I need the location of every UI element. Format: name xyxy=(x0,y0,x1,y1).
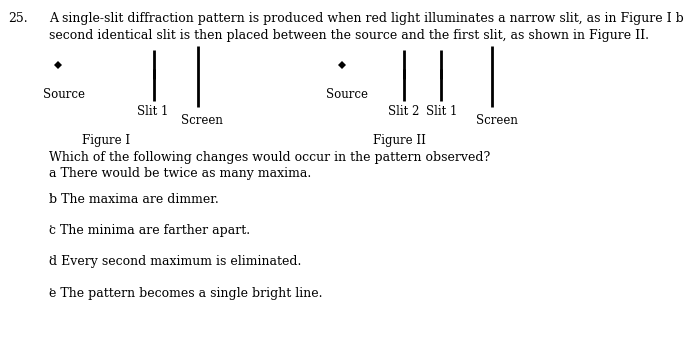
Text: second identical slit is then placed between the source and the first slit, as s: second identical slit is then placed bet… xyxy=(49,29,649,42)
Text: .: . xyxy=(49,280,53,293)
Text: Figure II: Figure II xyxy=(373,134,425,147)
Text: d Every second maximum is eliminated.: d Every second maximum is eliminated. xyxy=(49,255,302,268)
Text: Screen: Screen xyxy=(476,114,518,127)
Text: Source: Source xyxy=(43,88,85,101)
Text: Slit 1: Slit 1 xyxy=(426,105,458,118)
Text: Source: Source xyxy=(326,88,367,101)
Text: e The pattern becomes a single bright line.: e The pattern becomes a single bright li… xyxy=(49,287,323,300)
Text: .: . xyxy=(49,248,53,261)
Text: A single-slit diffraction pattern is produced when red light illuminates a narro: A single-slit diffraction pattern is pro… xyxy=(49,12,684,25)
Text: a There would be twice as many maxima.: a There would be twice as many maxima. xyxy=(49,167,311,180)
Text: 25.: 25. xyxy=(8,12,28,25)
Text: c The minima are farther apart.: c The minima are farther apart. xyxy=(49,224,250,237)
Text: Which of the following changes would occur in the pattern observed?: Which of the following changes would occ… xyxy=(49,151,490,164)
Text: Figure I: Figure I xyxy=(82,134,130,147)
Text: b The maxima are dimmer.: b The maxima are dimmer. xyxy=(49,193,219,206)
Text: Slit 2: Slit 2 xyxy=(388,105,419,118)
Text: Screen: Screen xyxy=(181,114,223,127)
Text: Slit 1: Slit 1 xyxy=(137,105,168,118)
Text: .: . xyxy=(49,217,53,230)
Text: .: . xyxy=(49,186,53,199)
